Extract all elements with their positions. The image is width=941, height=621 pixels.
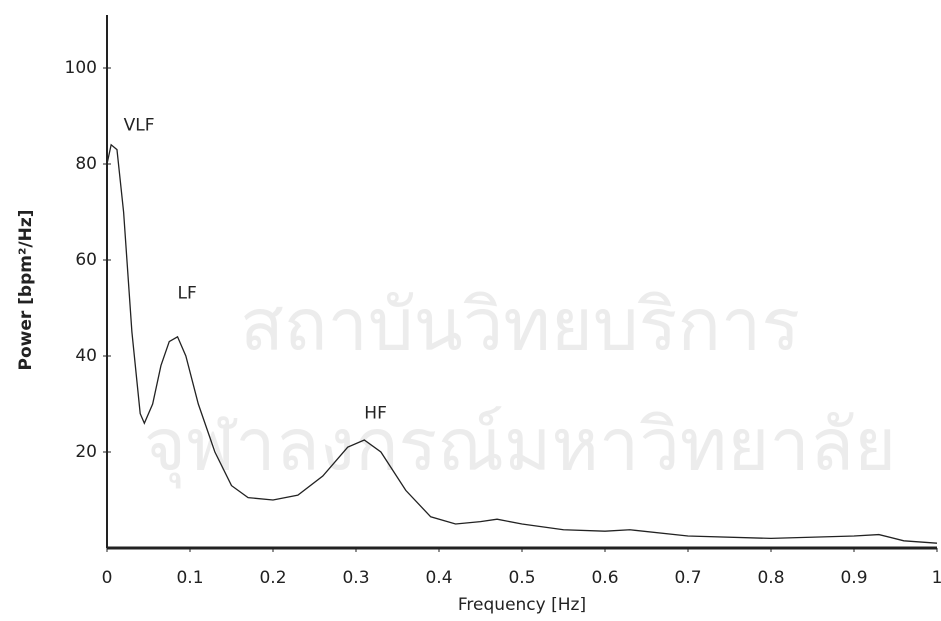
annotation: HF bbox=[364, 404, 387, 424]
x-tick-label: 0.2 bbox=[259, 568, 286, 588]
y-tick-label: 40 bbox=[75, 346, 97, 366]
x-tick-label: 0 bbox=[102, 568, 113, 588]
x-tick-label: 0.9 bbox=[840, 568, 867, 588]
y-tick-label: 60 bbox=[75, 250, 97, 270]
x-tick-label: 0.1 bbox=[176, 568, 203, 588]
line bbox=[106, 143, 938, 544]
watermark: จุฬาลงกรณ์มหาวิทยาลัย bbox=[144, 403, 896, 489]
x-tick-label: 0.7 bbox=[674, 568, 701, 588]
x-tick-label: 0.8 bbox=[757, 568, 784, 588]
annotation: LF bbox=[178, 284, 197, 304]
y-tick-label: 20 bbox=[75, 442, 97, 462]
x-tick-label: 1 bbox=[932, 568, 941, 588]
y-tick-label: 100 bbox=[65, 58, 97, 78]
y-axis-label: Power [bpm²/Hz] bbox=[16, 209, 36, 370]
watermark: สถาบันวิทยบริการ bbox=[240, 283, 800, 367]
x-tick-label: 0.5 bbox=[508, 568, 535, 588]
x-axis-label: Frequency [Hz] bbox=[458, 595, 586, 615]
x-tick-label: 0.6 bbox=[591, 568, 618, 588]
x-tick-label: 0.3 bbox=[342, 568, 369, 588]
y-tick-label: 80 bbox=[75, 154, 97, 174]
annotation: VLF bbox=[124, 116, 155, 136]
x-tick-label: 0.4 bbox=[425, 568, 452, 588]
